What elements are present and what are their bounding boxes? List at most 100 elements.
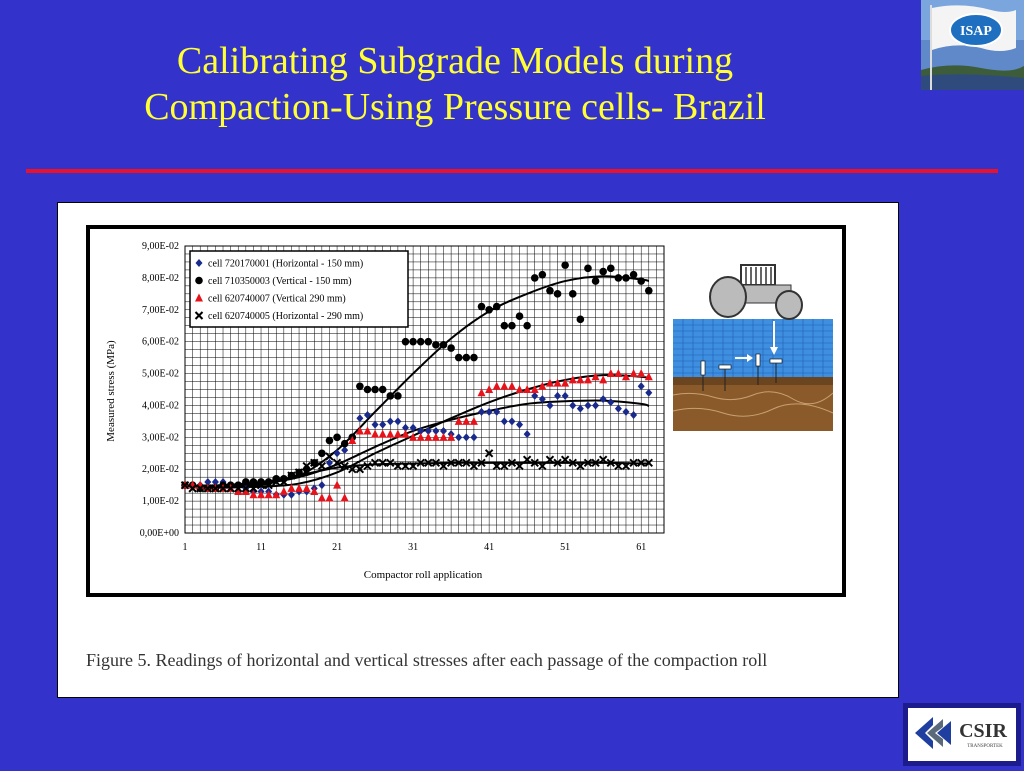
data-point-series-2	[249, 478, 258, 486]
data-point-series-1	[576, 404, 584, 413]
marker-stroke	[492, 461, 501, 471]
data-point-series-2	[515, 312, 524, 320]
data-point-series-2	[401, 337, 410, 346]
y-tick-label: 0,00E+00	[140, 528, 179, 539]
marker-stroke	[294, 468, 304, 477]
y-tick-label: 3,00E-02	[142, 432, 179, 443]
data-point-series-3	[340, 493, 349, 502]
data-point-series-1	[569, 401, 577, 410]
data-point-series-2	[485, 305, 493, 314]
data-point-series-3	[538, 381, 547, 390]
x-tick-label: 1	[183, 542, 188, 553]
data-point-series-4	[568, 458, 577, 468]
data-point-series-1	[607, 398, 615, 407]
marker-stroke	[211, 484, 220, 493]
marker-stroke	[287, 471, 296, 480]
data-point-series-1	[630, 411, 638, 420]
data-point-series-3	[424, 432, 433, 441]
x-tick-label: 11	[256, 542, 266, 553]
data-point-series-4	[378, 458, 387, 468]
data-point-series-4	[195, 484, 205, 493]
data-point-series-1	[462, 433, 470, 442]
data-point-series-2	[644, 286, 653, 295]
marker-stroke	[332, 458, 342, 468]
marker-stroke	[416, 458, 425, 468]
data-point-series-1	[500, 417, 508, 426]
data-point-series-1	[637, 382, 645, 391]
data-point-series-3	[355, 426, 364, 435]
data-point-series-3	[287, 483, 296, 492]
data-point-series-4	[591, 458, 600, 468]
marker-stroke	[256, 480, 266, 490]
data-point-series-2	[454, 353, 463, 362]
data-point-series-2	[523, 321, 531, 330]
data-point-series-1	[561, 391, 569, 400]
data-point-series-3	[477, 388, 486, 397]
data-point-series-3	[621, 372, 630, 381]
marker-stroke	[621, 461, 631, 471]
data-point-series-4	[636, 458, 646, 468]
data-point-series-4	[446, 458, 456, 468]
data-point-series-1	[318, 481, 326, 490]
data-point-series-1	[386, 417, 394, 426]
data-point-series-2	[530, 274, 539, 282]
data-point-series-3	[279, 487, 288, 496]
data-point-series-2	[584, 264, 592, 273]
marker-stroke	[454, 458, 463, 468]
data-point-series-3	[302, 483, 311, 492]
y-tick-label: 1,00E-02	[142, 496, 179, 507]
data-point-series-4	[454, 458, 463, 468]
data-point-series-4	[621, 461, 631, 471]
data-point-series-3	[606, 369, 615, 378]
data-point-series-4	[249, 484, 258, 493]
title-divider	[26, 169, 998, 173]
marker-stroke	[393, 461, 403, 471]
data-point-series-4	[553, 458, 562, 468]
marker-stroke	[340, 461, 349, 471]
data-point-series-4	[560, 455, 570, 464]
data-point-series-2	[340, 439, 349, 448]
data-point-series-4	[522, 455, 532, 464]
marker-stroke	[576, 461, 585, 471]
marker-stroke	[636, 458, 646, 468]
marker-stroke	[500, 461, 509, 471]
data-point-series-1	[204, 477, 212, 486]
data-point-series-3	[257, 490, 266, 499]
data-point-series-3	[462, 416, 471, 425]
data-point-series-1	[523, 430, 531, 439]
data-point-series-4	[462, 458, 471, 468]
legend-marker	[194, 311, 204, 320]
data-point-series-2	[386, 392, 395, 400]
marker-stroke	[446, 458, 456, 468]
data-point-series-4	[538, 461, 547, 471]
marker-stroke	[424, 458, 433, 468]
marker-stroke	[194, 311, 204, 320]
data-point-series-3	[264, 490, 273, 499]
data-point-series-2	[576, 315, 585, 324]
marker-stroke	[560, 455, 570, 464]
data-point-series-4	[386, 458, 395, 468]
data-point-series-4	[264, 480, 273, 490]
chart-legend: cell 720170001 (Horizontal - 150 mm) cell…	[189, 250, 409, 328]
marker-stroke	[317, 461, 327, 471]
plot-area-border	[184, 245, 665, 534]
y-tick-label: 9,00E-02	[142, 241, 179, 252]
data-point-series-1	[493, 407, 501, 416]
marker-stroke	[310, 458, 319, 468]
data-point-series-4	[302, 461, 311, 471]
data-point-series-2	[470, 353, 478, 362]
data-point-series-1	[325, 458, 333, 467]
data-point-series-4	[234, 484, 243, 493]
marker-stroke	[439, 461, 448, 471]
data-point-series-1	[341, 446, 349, 455]
data-point-series-4	[370, 458, 380, 468]
data-point-series-3	[561, 378, 570, 387]
data-point-series-4	[515, 461, 524, 471]
marker-stroke	[568, 458, 577, 468]
data-point-series-4	[355, 465, 365, 474]
data-point-series-4	[424, 458, 433, 468]
data-point-series-1	[622, 407, 630, 416]
chart-axes: 0,00E+00 1,00E-02 2,00E-02 3,00E-02 4,00E-02…	[140, 241, 665, 553]
data-point-series-2	[378, 385, 387, 394]
y-tick-label: 8,00E-02	[142, 273, 179, 284]
